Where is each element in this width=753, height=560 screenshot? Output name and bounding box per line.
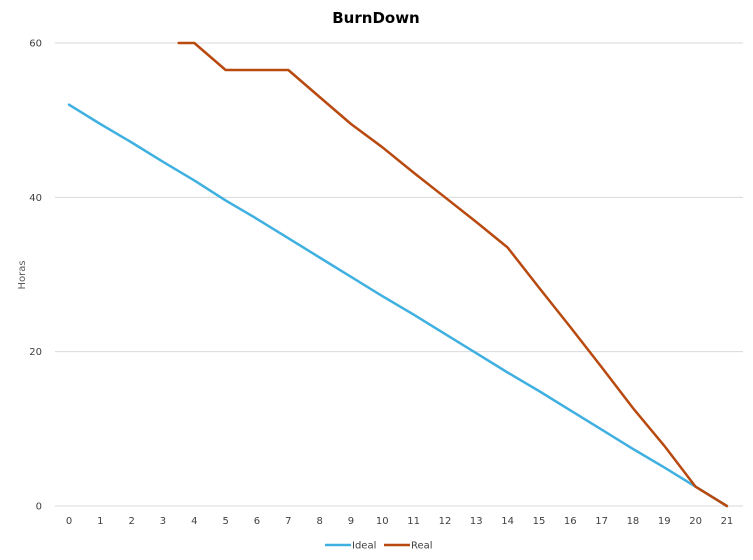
x-tick-label: 2 <box>128 516 134 527</box>
x-tick-label: 10 <box>376 516 389 527</box>
x-axis-ticks: 0 1 2 3 4 5 6 7 8 9 10 11 12 13 14 15 16 17 18 19 20 21 <box>66 516 733 527</box>
x-tick-label: 12 <box>439 516 452 527</box>
x-tick-label: 19 <box>658 516 671 527</box>
legend-label-real: Real <box>411 541 433 552</box>
series-lines <box>67 41 729 508</box>
gridlines <box>55 42 743 507</box>
x-tick-label: 15 <box>533 516 546 527</box>
x-tick-label: 1 <box>97 516 103 527</box>
x-tick-label: 7 <box>285 516 291 527</box>
series-line-real <box>177 41 729 508</box>
x-tick-label: 5 <box>222 516 228 527</box>
x-tick-label: 11 <box>407 516 420 527</box>
legend: Ideal Real <box>325 541 433 552</box>
chart-title: BurnDown <box>332 9 419 27</box>
x-tick-label: 17 <box>595 516 608 527</box>
x-tick-label: 16 <box>564 516 577 527</box>
y-tick-label: 0 <box>36 502 42 513</box>
x-tick-label: 13 <box>470 516 483 527</box>
x-tick-label: 0 <box>66 516 72 527</box>
x-tick-label: 3 <box>160 516 166 527</box>
y-tick-label: 20 <box>29 347 42 358</box>
x-tick-label: 9 <box>348 516 354 527</box>
x-tick-label: 4 <box>191 516 197 527</box>
series-line-ideal <box>67 103 729 508</box>
legend-label-ideal: Ideal <box>352 541 376 552</box>
x-tick-label: 6 <box>254 516 260 527</box>
y-tick-label: 60 <box>29 39 42 50</box>
y-tick-label: 40 <box>29 193 42 204</box>
y-axis-label: Horas <box>17 260 28 289</box>
x-tick-label: 8 <box>316 516 322 527</box>
x-tick-label: 14 <box>501 516 514 527</box>
x-tick-label: 20 <box>689 516 702 527</box>
x-tick-label: 21 <box>721 516 734 527</box>
x-tick-label: 18 <box>627 516 640 527</box>
y-axis-ticks: 0 20 40 60 <box>29 39 42 513</box>
